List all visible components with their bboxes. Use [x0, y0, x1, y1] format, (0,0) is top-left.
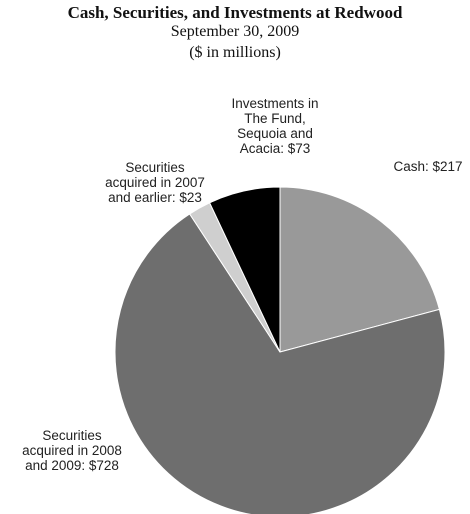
slice-cash	[279, 186, 441, 353]
label-investments-line: Sequoia and	[237, 126, 313, 141]
label-cash-line: Cash: $217	[393, 159, 462, 174]
label-securities-2007-earlier-line: and earlier: $23	[108, 190, 202, 205]
label-securities-2008-2009-line: acquired in 2008	[22, 443, 122, 458]
chart-title: Cash, Securities, and Investments at Red…	[67, 3, 403, 22]
slice-securities-2008-2009	[114, 213, 446, 514]
leader-line	[211, 189, 258, 204]
label-investments-line: Acacia: $73	[240, 141, 311, 156]
chart-units: ($ in millions)	[189, 44, 281, 61]
slice-investments	[208, 186, 281, 353]
label-investments-line: The Fund,	[244, 111, 306, 126]
label-securities-2008-2009-line: and 2009: $728	[25, 458, 119, 473]
label-securities-2008-2009: Securities acquired in 2008 and 2009: $728	[22, 428, 122, 473]
label-securities-2007-earlier-line: Securities	[125, 160, 185, 175]
label-investments: Investments in The Fund, Sequoia and Acacia…	[231, 96, 318, 156]
label-securities-2008-2009-line: Securities	[42, 428, 102, 443]
label-securities-2007-earlier: Securities acquired in 2007 and earlier: $…	[105, 160, 205, 205]
label-cash: Cash: $217	[393, 159, 462, 174]
label-securities-2007-earlier-line: acquired in 2007	[105, 175, 205, 190]
label-investments-line: Investments in	[231, 96, 318, 111]
chart-subtitle: September 30, 2009	[170, 23, 300, 40]
